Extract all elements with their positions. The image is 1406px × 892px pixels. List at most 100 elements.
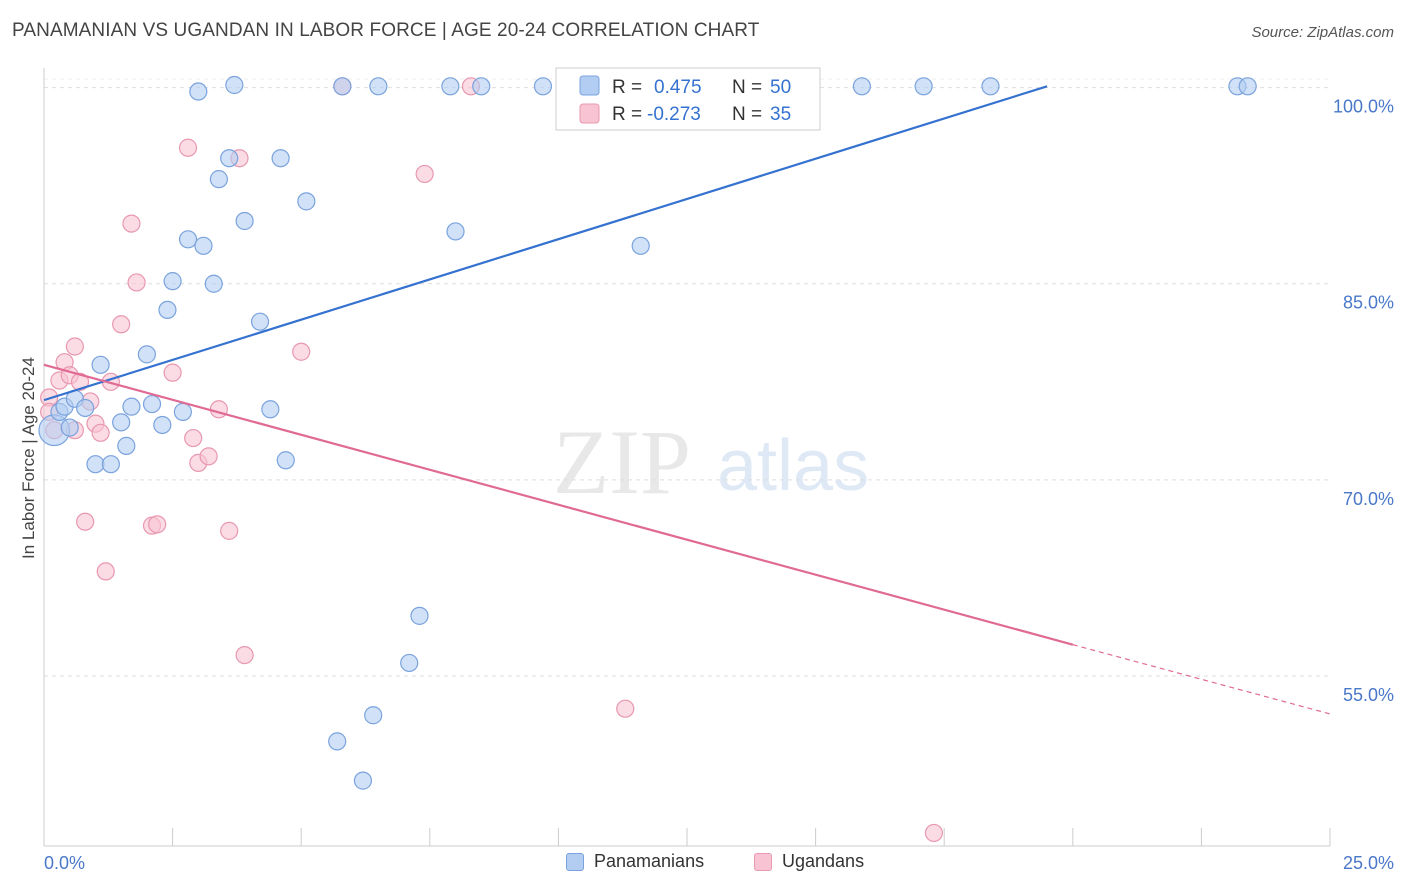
- panamanians-points: [38, 75, 1257, 790]
- x-tick-label: 25.0%: [1343, 853, 1394, 873]
- panamanian-point: [1238, 77, 1257, 96]
- panamanian-point: [76, 398, 95, 418]
- ugandan-point: [76, 512, 95, 531]
- legend-item-panamanians[interactable]: Panamanians: [566, 851, 704, 872]
- panamanian-point: [297, 192, 316, 211]
- source-credit: Source: ZipAtlas.com: [1251, 24, 1394, 41]
- panamanian-point: [533, 77, 553, 96]
- ugandan-point: [184, 428, 203, 448]
- ugandan-point: [65, 337, 84, 356]
- legend-r-label-pink: R =: [612, 104, 642, 125]
- panamanian-point: [353, 771, 373, 790]
- bottom-legend: Panamanians Ugandans: [0, 851, 1406, 879]
- ugandan-point: [96, 562, 115, 581]
- legend-item-ugandans[interactable]: Ugandans: [754, 851, 864, 872]
- ugandan-point: [292, 342, 311, 361]
- y-axis-label: In Labor Force | Age 20-24: [19, 357, 38, 559]
- panamanian-point: [852, 77, 871, 96]
- legend-n-label-pink: N =: [732, 104, 762, 125]
- legend-r-label-blue: R =: [612, 77, 642, 98]
- panamanian-point: [204, 274, 223, 293]
- ugandan-point: [209, 400, 228, 419]
- panamanian-point: [261, 400, 280, 419]
- gridlines: [44, 78, 1330, 677]
- tick-labels: 100.0% 85.0% 70.0% 55.0% 0.0% 25.0%: [44, 97, 1394, 873]
- panamanian-point: [163, 272, 182, 291]
- panamanian-point: [333, 77, 352, 96]
- ugandan-point: [112, 315, 131, 334]
- chart-title: PANAMANIAN VS UGANDAN IN LABOR FORCE | A…: [12, 20, 760, 41]
- panamanian-point: [250, 312, 270, 331]
- legend-swatch-ugandans: [754, 852, 772, 871]
- panamanian-point: [153, 415, 172, 435]
- ugandan-point: [924, 823, 944, 843]
- legend-n-value-pink: 35: [770, 104, 791, 125]
- panamanian-point: [209, 170, 228, 189]
- panamanian-point: [328, 732, 347, 751]
- panamanian-point: [112, 413, 131, 432]
- panamanian-trend-line: [43, 85, 1048, 402]
- watermark-zip: ZIP: [553, 411, 691, 513]
- watermark: ZIP atlas: [553, 411, 869, 513]
- panamanian-point: [86, 455, 105, 474]
- y-tick-label: 85.0%: [1343, 293, 1394, 313]
- ugandan-point: [148, 515, 167, 534]
- panamanian-point: [173, 402, 192, 421]
- panamanian-point: [158, 300, 177, 319]
- ugandan-point: [163, 363, 182, 382]
- ugandan-point: [91, 423, 110, 442]
- panamanian-point: [981, 77, 1000, 96]
- ugandan-point: [415, 164, 434, 184]
- legend-swatch-panamanians: [566, 852, 584, 871]
- ugandan-trend-line: [43, 363, 1074, 646]
- panamanian-point: [369, 77, 388, 96]
- y-tick-label: 100.0%: [1333, 97, 1394, 117]
- panamanian-point: [410, 606, 429, 625]
- legend-n-label-blue: N =: [732, 77, 762, 98]
- legend-swatch-pink: [579, 103, 600, 124]
- panamanian-point: [225, 75, 244, 95]
- panamanian-point: [122, 397, 141, 416]
- panamanian-point: [220, 149, 239, 168]
- axes: [43, 68, 1331, 847]
- panamanian-point: [631, 236, 650, 255]
- legend-r-value-blue: 0.475: [654, 77, 702, 98]
- ugandan-point: [235, 645, 254, 665]
- panamanian-point: [276, 451, 295, 470]
- panamanian-point: [117, 436, 136, 455]
- trend-lines: [43, 85, 1331, 715]
- panamanian-point: [189, 82, 208, 101]
- y-tick-label: 70.0%: [1343, 489, 1394, 509]
- ugandan-point: [178, 138, 198, 157]
- panamanian-point: [914, 77, 933, 96]
- legend-r-value-pink: -0.273: [647, 104, 701, 125]
- panamanian-point: [235, 211, 254, 231]
- panamanian-point: [441, 77, 460, 96]
- panamanian-point: [137, 345, 156, 364]
- watermark-atlas: atlas: [717, 426, 869, 506]
- panamanian-point: [364, 706, 383, 725]
- panamanian-point: [271, 149, 290, 168]
- panamanian-point: [194, 236, 213, 255]
- panamanian-point: [472, 77, 491, 96]
- legend-box: R = 0.475 N = 50 R = -0.273 N = 35: [555, 67, 821, 131]
- ugandan-trend-extension: [1072, 644, 1331, 715]
- panamanian-point: [91, 355, 110, 374]
- ugandan-point: [122, 214, 141, 233]
- ugandan-point: [70, 372, 90, 391]
- legend-label-panamanians: Panamanians: [594, 851, 705, 871]
- ugandan-point: [199, 447, 218, 466]
- y-tick-label: 55.0%: [1343, 685, 1394, 705]
- ugandan-point: [220, 521, 239, 540]
- legend-frame: [555, 67, 821, 131]
- panamanian-point: [446, 222, 465, 241]
- ugandan-point: [127, 273, 146, 292]
- panamanian-point: [101, 455, 120, 474]
- panamanian-point: [400, 653, 419, 673]
- legend-swatch-blue: [579, 75, 600, 96]
- panamanian-point: [60, 418, 79, 437]
- panamanian-point: [142, 394, 162, 414]
- panamanian-point: [178, 230, 198, 249]
- ugandan-point: [616, 699, 635, 718]
